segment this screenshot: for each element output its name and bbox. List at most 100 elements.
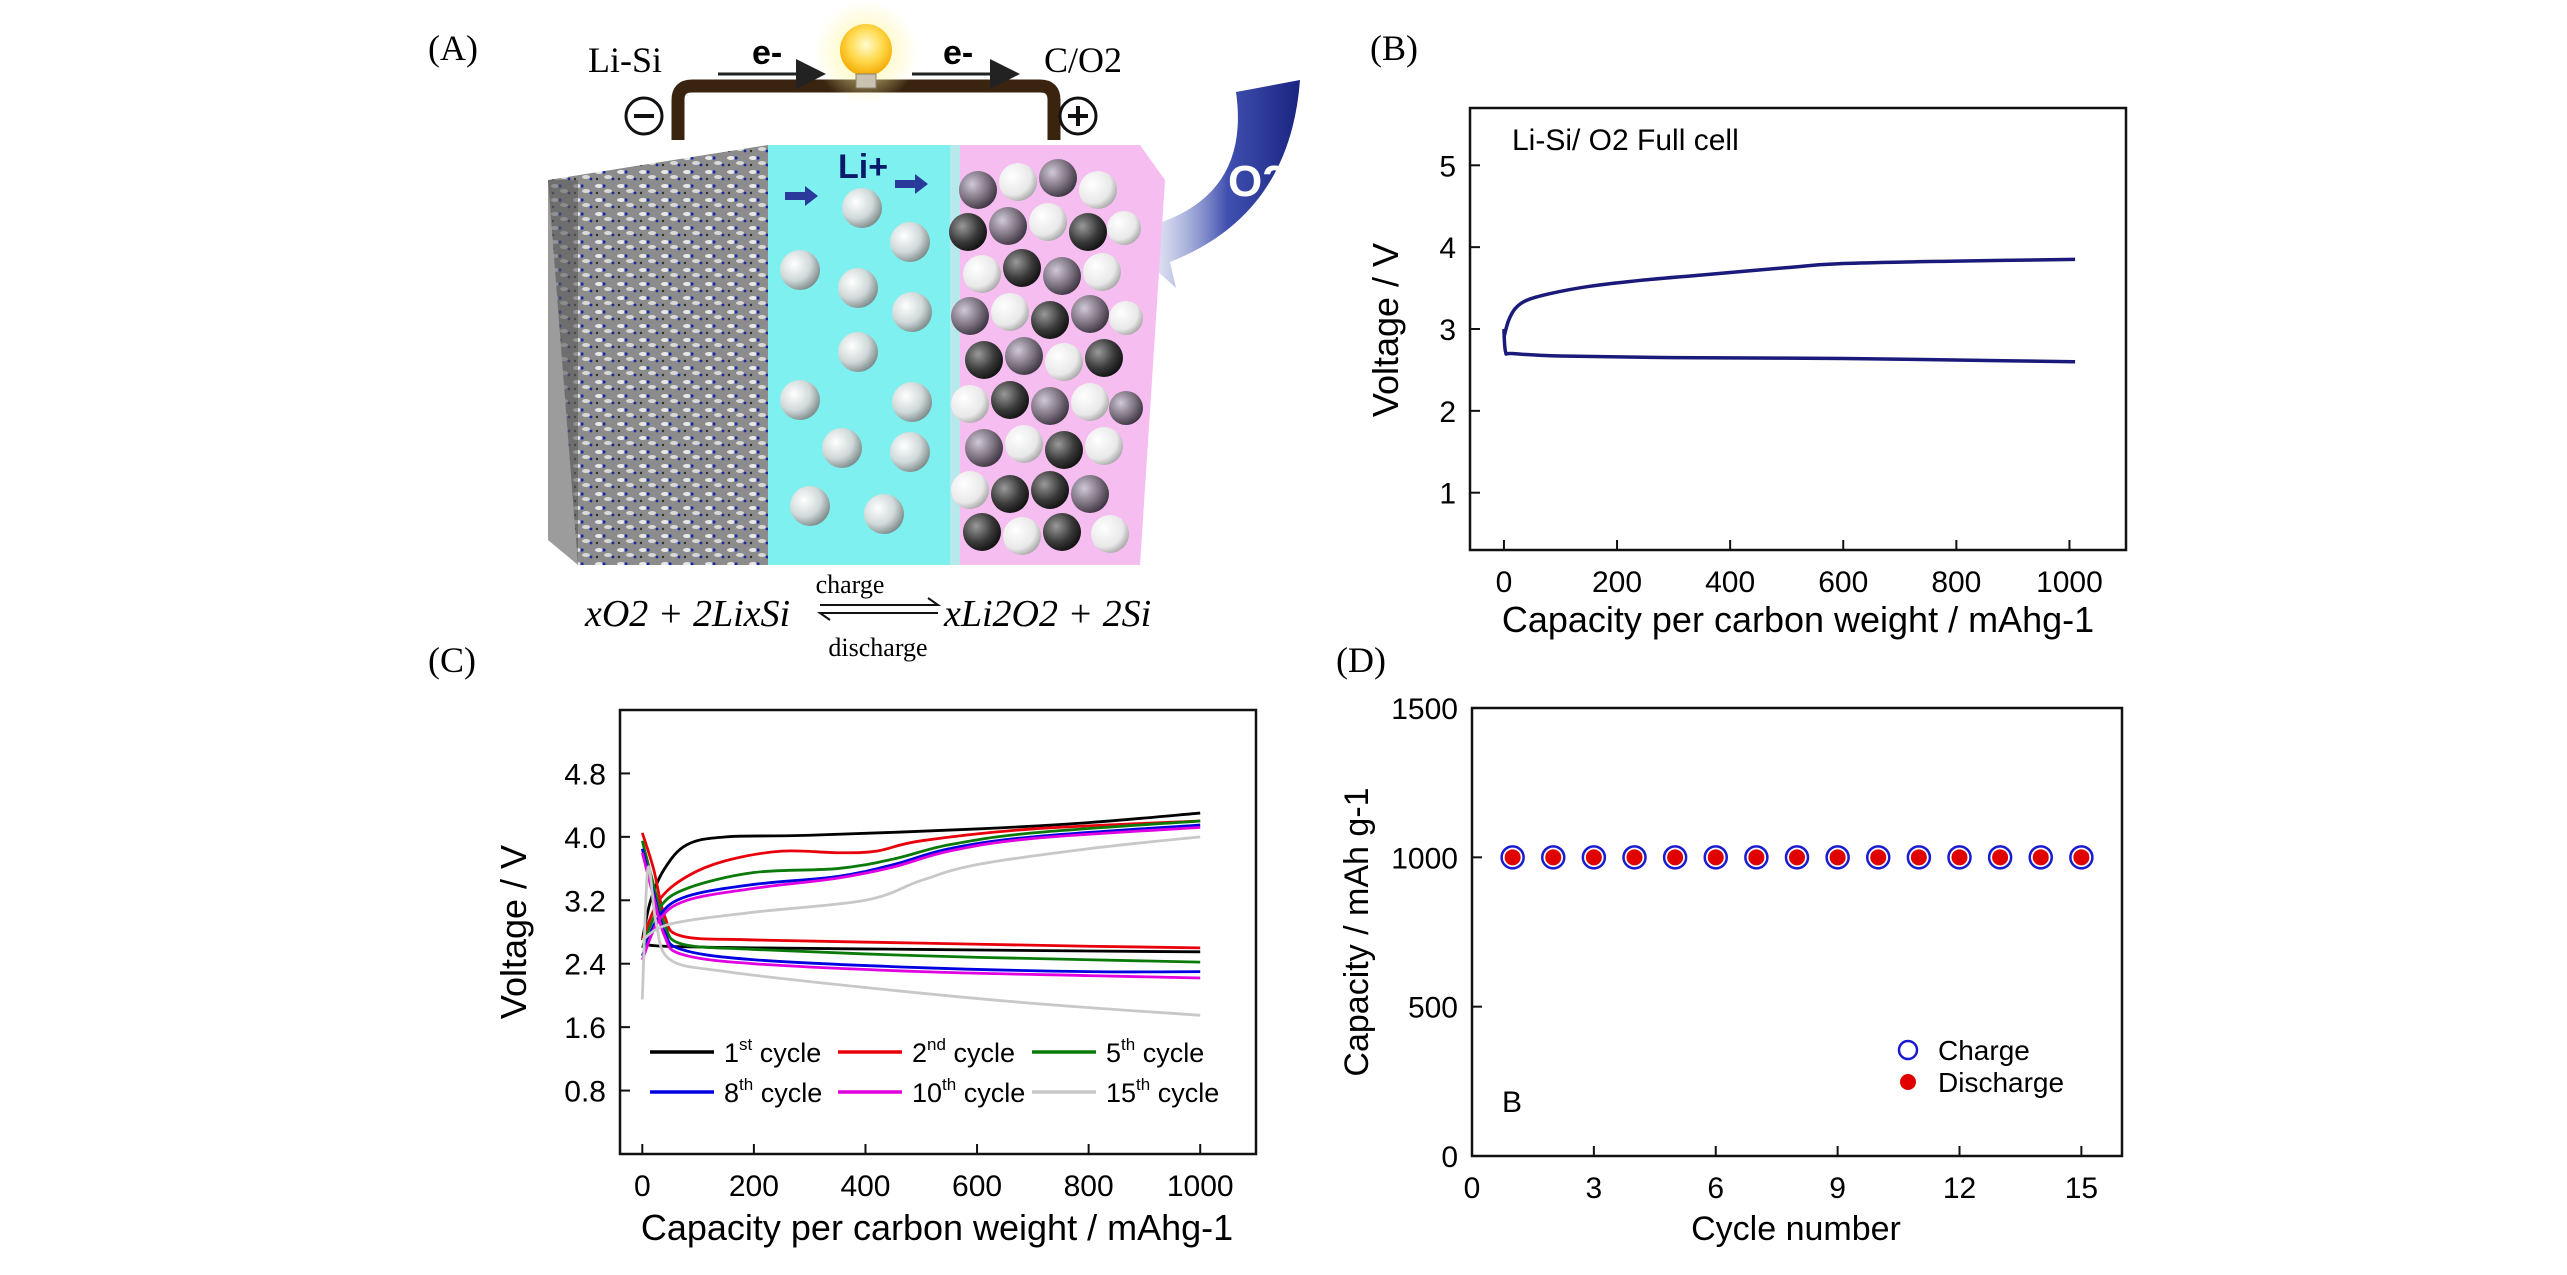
x-tick-label: 6 — [1707, 1172, 1724, 1205]
oxygen-inflow-arrow: O2 — [1118, 80, 1300, 288]
y-tick-label: 2 — [1439, 396, 1456, 429]
discharge-point — [1748, 849, 1765, 866]
discharge-point — [1504, 849, 1521, 866]
x-tick-label: 400 — [1705, 566, 1755, 599]
x-tick-label: 0 — [1464, 1172, 1481, 1205]
y-tick-label: 4.8 — [564, 758, 606, 791]
x-tick-label: 9 — [1829, 1172, 1846, 1205]
panel-d-label: (D) — [1336, 640, 1386, 680]
panel-b-series — [1502, 257, 2076, 364]
y-tick-label: 1000 — [1391, 842, 1458, 875]
y-tick-label: 0 — [1441, 1141, 1458, 1174]
panel-c-legend: 1st cycle 2nd cycle 5th cycle 8th cycle 10th… — [650, 1035, 1219, 1108]
discharge-point — [2032, 849, 2049, 866]
y-tick-label: 1.6 — [564, 1012, 606, 1045]
ion-arrow-right — [895, 174, 928, 194]
y-tick-label: 0.8 — [564, 1076, 606, 1109]
x-tick-label: 0 — [634, 1170, 651, 1203]
x-tick-label: 600 — [952, 1170, 1002, 1203]
y-tick-label: 4 — [1439, 232, 1456, 265]
discharge-point — [1707, 849, 1724, 866]
panel-c-series-3-charge-curve — [641, 823, 1201, 957]
equation-charge-label: charge — [816, 570, 885, 599]
panel-b-charge-curve — [1502, 257, 2076, 338]
panel-c-series-4-discharge-curve — [640, 852, 1201, 980]
panel-c-series-5-charge-curve — [641, 835, 1201, 942]
discharge-point — [1585, 849, 1602, 866]
panel-d-ticks: 0 3 6 9 12 15 0 500 1000 1500 — [1391, 693, 2098, 1205]
panel-c-x-axis-label: Capacity per carbon weight / mAhg-1 — [641, 1207, 1233, 1248]
panel-c: (C) 0 200 400 600 800 10000.81.62.43.24.04.8 … — [428, 640, 1258, 1248]
panel-c-series — [640, 811, 1201, 1017]
panel-c-plot-frame — [618, 708, 1258, 1156]
panel-c-series-0-discharge-curve — [642, 942, 1201, 954]
equation-arrow-back — [816, 612, 938, 621]
panel-c-series-4-charge-curve — [641, 825, 1201, 961]
panel-a: (A) e- e- Li-Si C/O2 O2 — [428, 0, 1300, 662]
x-tick-label: 200 — [729, 1170, 779, 1203]
panel-b-x-axis-label: Capacity per carbon weight / mAhg-1 — [1502, 599, 2094, 640]
discharge-point — [2073, 849, 2090, 866]
panel-d-x-axis-label: Cycle number — [1691, 1210, 1901, 1248]
discharge-point — [1910, 849, 1927, 866]
electron-label-right: e- — [943, 34, 973, 72]
x-tick-label: 400 — [840, 1170, 890, 1203]
battery-cell: Li+ — [548, 145, 1165, 565]
panel-c-ticks: 0 200 400 600 800 1000 0.8 1.6 2.4 3.2 4.0 4.8 — [564, 758, 1233, 1203]
y-tick-label: 4.0 — [564, 822, 606, 855]
panel-b-ticks: 0 200 400 600 800 1000 1 2 3 4 5 — [1439, 150, 2103, 599]
cathode-particles — [949, 159, 1143, 555]
equation-left: xO2 + 2LixSi — [584, 593, 790, 635]
y-tick-label: 3.2 — [564, 885, 606, 918]
legend-label: 1st cycle — [724, 1035, 821, 1068]
panel-c-series-1-discharge-curve — [640, 832, 1201, 950]
panel-a-label: (A) — [428, 28, 478, 68]
legend-label: 10th cycle — [912, 1075, 1025, 1108]
discharge-point — [1626, 849, 1643, 866]
legend-label: 15th cycle — [1106, 1075, 1219, 1108]
lithium-ion-label: Li+ — [838, 148, 888, 186]
panel-d-series — [1500, 845, 2094, 870]
panel-c-series-2-discharge-curve — [640, 840, 1201, 964]
equation-discharge-label: discharge — [828, 633, 927, 662]
panel-b-y-axis-label: Voltage / V — [1365, 243, 1406, 417]
panel-b-discharge-curve — [1502, 328, 2076, 364]
legend-charge-marker — [1897, 1039, 1919, 1061]
oxygen-label: O2 — [1228, 157, 1287, 206]
x-tick-label: 800 — [1064, 1170, 1114, 1203]
lithium-ions — [780, 188, 932, 534]
x-tick-label: 0 — [1496, 566, 1513, 599]
panel-c-series-5-discharge-curve — [640, 865, 1201, 1017]
y-tick-label: 2.4 — [564, 949, 606, 982]
y-tick-label: 3 — [1439, 314, 1456, 347]
panel-d-y-axis-label: Capacity / mAh g-1 — [1338, 787, 1376, 1076]
discharge-point — [1667, 849, 1684, 866]
discharge-point — [1870, 849, 1887, 866]
y-tick-label: 500 — [1408, 992, 1458, 1025]
panel-d-annotation: B — [1502, 1086, 1522, 1119]
discharge-point — [1951, 849, 1968, 866]
plus-terminal-icon — [1058, 96, 1098, 136]
x-tick-label: 1000 — [2036, 566, 2103, 599]
electron-label-left: e- — [752, 34, 782, 72]
legend-label: 2nd cycle — [912, 1035, 1015, 1068]
x-tick-label: 600 — [1818, 566, 1868, 599]
panel-b-annotation: Li-Si/ O2 Full cell — [1512, 124, 1739, 157]
panel-c-series-2-charge-curve — [641, 819, 1201, 949]
x-tick-label: 200 — [1592, 566, 1642, 599]
legend-discharge-label: Discharge — [1938, 1067, 2064, 1098]
x-tick-label: 15 — [2065, 1172, 2098, 1205]
legend-charge-label: Charge — [1938, 1035, 2030, 1066]
legend-label: 8th cycle — [724, 1075, 822, 1108]
x-tick-label: 800 — [1931, 566, 1981, 599]
legend-label: 5th cycle — [1106, 1035, 1204, 1068]
ion-arrow-left — [785, 186, 818, 206]
legend-discharge-marker — [1900, 1074, 1916, 1090]
x-tick-label: 3 — [1586, 1172, 1603, 1205]
reaction-equation: xO2 + 2LixSi charge discharge xLi2O2 + 2… — [584, 570, 1151, 662]
y-tick-label: 5 — [1439, 150, 1456, 183]
oxygen-arrow-shape — [1118, 80, 1300, 288]
